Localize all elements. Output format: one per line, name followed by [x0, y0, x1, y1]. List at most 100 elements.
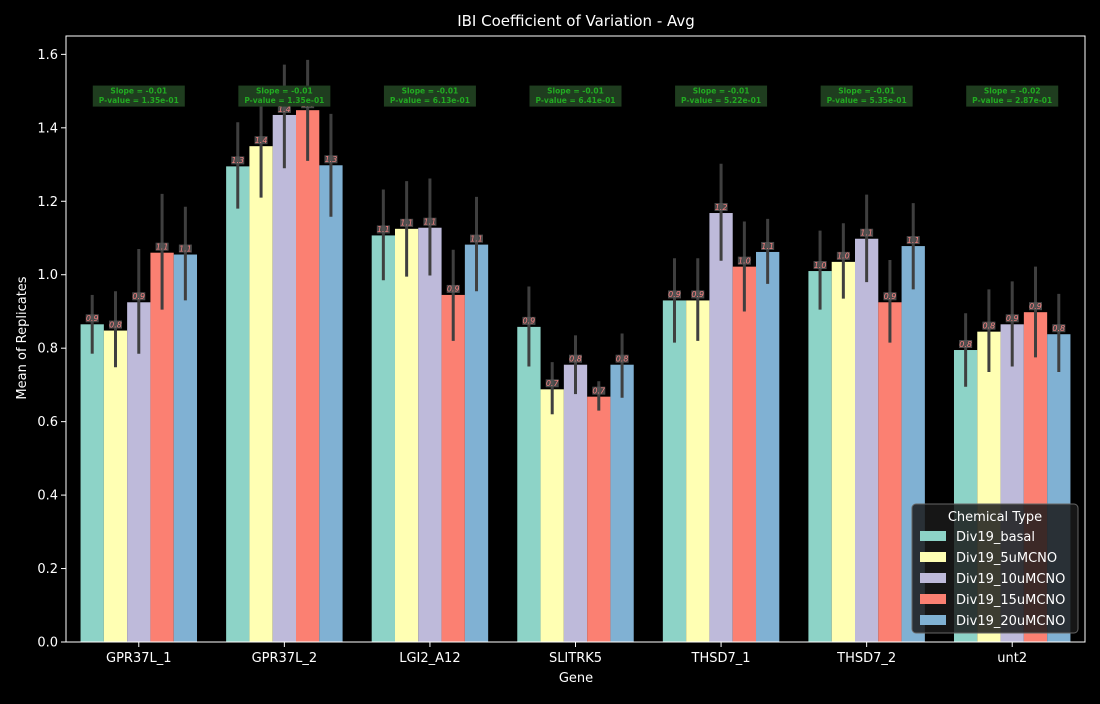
bar-value-label: 0.9	[447, 285, 460, 294]
bar-value-label: 1.0	[814, 261, 827, 270]
legend-title: Chemical Type	[948, 510, 1042, 525]
bar	[464, 244, 489, 643]
bar-label-background	[615, 354, 629, 363]
annotation-slope: Slope = -0.01	[838, 87, 895, 96]
legend-swatch	[920, 552, 946, 562]
bar	[103, 330, 128, 642]
bar-value-label: 1.3	[325, 155, 338, 164]
y-tick-label: 1.2	[37, 195, 58, 210]
bar	[319, 165, 343, 642]
bar	[563, 364, 588, 642]
annotation-slope: Slope = -0.01	[256, 87, 313, 96]
x-tick-label: THSD7_1	[691, 651, 751, 666]
legend-swatch	[920, 573, 946, 583]
bar-label-background	[813, 261, 827, 270]
bar	[808, 271, 832, 642]
bar	[662, 300, 687, 642]
bar	[732, 266, 757, 642]
bar-value-label: 0.8	[983, 321, 996, 330]
bar-label-background	[423, 217, 437, 226]
bar-value-label: 0.7	[592, 386, 606, 395]
annotation-box	[966, 85, 1059, 107]
bar	[540, 389, 564, 642]
bar-value-label: 0.9	[1006, 314, 1019, 323]
y-tick-label: 0.2	[37, 562, 58, 577]
bar-label-background	[1052, 324, 1066, 333]
bar-value-label: 1.0	[837, 252, 850, 261]
bar-value-label: 0.8	[616, 355, 629, 364]
bar	[709, 213, 733, 642]
x-tick-label: unt2	[997, 651, 1027, 666]
bar-label-background	[85, 314, 99, 323]
bar	[517, 326, 541, 642]
bar-value-label: 1.3	[231, 156, 244, 165]
bar-label-background	[1005, 314, 1019, 323]
bar	[296, 110, 320, 643]
bar-label-background	[108, 320, 122, 329]
bar-label-background	[231, 156, 245, 165]
bar-value-label: 1.1	[860, 229, 873, 238]
bar-label-background	[860, 228, 874, 237]
bar	[878, 302, 902, 642]
y-tick-label: 1.0	[37, 268, 58, 283]
bar-value-label: 1.4	[278, 105, 291, 114]
bar-label-background	[592, 386, 606, 395]
annotation-box	[820, 85, 913, 107]
annotation-pvalue: P-value = 2.87e-01	[972, 96, 1052, 105]
bar-label-background	[522, 316, 536, 325]
bar-value-label: 1.0	[738, 256, 751, 265]
bar-label-background	[761, 241, 775, 250]
bar	[418, 227, 442, 642]
y-tick-label: 0.8	[37, 342, 58, 357]
bar-value-label: 1.1	[156, 242, 169, 251]
y-tick-label: 1.4	[37, 121, 58, 136]
bar-value-label: 1.1	[424, 218, 437, 227]
annotation-slope: Slope = -0.01	[402, 87, 459, 96]
bar-label-background	[836, 251, 850, 260]
bar	[371, 235, 395, 643]
legend-label: Div19_20uMCNO	[956, 614, 1065, 629]
bar-value-label: 1.1	[377, 225, 390, 234]
bar	[173, 254, 198, 642]
x-axis-label: Gene	[559, 671, 593, 686]
annotation-slope: Slope = -0.01	[110, 87, 167, 96]
bar-value-label: 0.9	[1029, 302, 1042, 311]
legend-label: Div19_basal	[956, 530, 1035, 545]
y-tick-label: 1.6	[37, 48, 58, 63]
chart-title: IBI Coefficient of Variation - Avg	[457, 12, 695, 30]
bar-label-background	[545, 379, 559, 388]
bar	[441, 294, 465, 642]
x-tick-label: SLITRK5	[549, 651, 602, 666]
annotation-slope: Slope = -0.01	[693, 87, 750, 96]
bar	[854, 238, 879, 642]
bar-label-background	[277, 104, 291, 113]
legend: Chemical Type Div19_basal Div19_5uMCNO Div1…	[911, 503, 1079, 634]
bar-value-label: 1.1	[907, 236, 920, 245]
legend-label: Div19_15uMCNO	[956, 593, 1065, 608]
bar-value-label: 1.1	[179, 244, 192, 253]
legend-swatch	[920, 594, 946, 604]
annotation-pvalue: P-value = 5.35e-01	[827, 96, 907, 105]
annotation-slope: Slope = -0.02	[984, 87, 1041, 96]
annotation-box	[92, 85, 185, 107]
bar-value-label: 0.9	[668, 290, 681, 299]
bar-value-label: 0.9	[691, 290, 704, 299]
bar-label-background	[569, 354, 582, 363]
y-tick-label: 0.0	[37, 636, 58, 651]
x-tick-label: LGI2_A12	[399, 651, 460, 666]
bar	[587, 396, 611, 642]
bar-value-label: 1.1	[761, 242, 774, 251]
annotation-box	[238, 85, 331, 107]
bar	[226, 166, 250, 642]
annotation-slope: Slope = -0.01	[547, 87, 604, 96]
bar-label-background	[254, 136, 268, 145]
bar	[80, 324, 104, 642]
bar	[272, 114, 297, 643]
bar-label-background	[178, 244, 192, 253]
bar	[127, 302, 151, 642]
annotation-pvalue: P-value = 5.22e-01	[681, 96, 761, 105]
annotation-box	[675, 85, 768, 107]
annotation-box	[383, 85, 476, 107]
annotation-pvalue: P-value = 6.41e-01	[535, 96, 615, 105]
